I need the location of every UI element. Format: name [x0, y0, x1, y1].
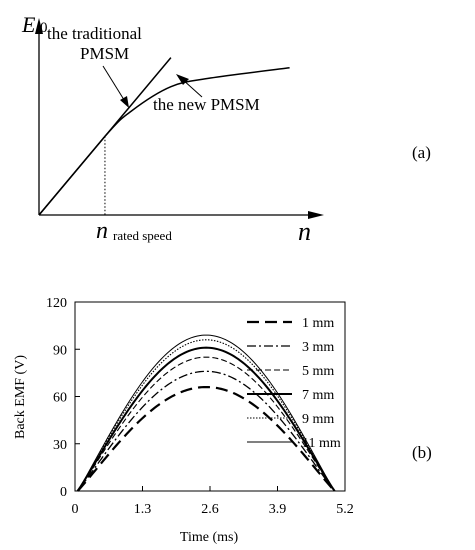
rated-speed-subscript: rated speed: [113, 228, 172, 243]
x-axis-title: Time (ms): [180, 530, 239, 545]
series-line-9mm: [77, 339, 336, 492]
x-tick-label: 1.3: [134, 502, 152, 517]
rated-speed-symbol: n: [96, 218, 108, 244]
traditional-leader-arrowhead: [120, 96, 129, 108]
x-tick-label: 3.9: [269, 502, 287, 517]
x-tick-label: 2.6: [201, 502, 219, 517]
series-line-5mm: [77, 356, 336, 492]
new-pmsm-label: the new PMSM: [153, 95, 260, 114]
traditional-label-line1: the traditional: [47, 24, 142, 43]
y-tick-group: 0 30 60 90 120: [46, 296, 80, 500]
legend-label: 11 mm: [302, 436, 341, 451]
y-axis-subscript: 0: [40, 20, 48, 36]
panel-b-label: (b): [412, 443, 432, 462]
legend-label: 1 mm: [302, 316, 334, 331]
series-line-11mm: [77, 334, 336, 492]
legend-label: 7 mm: [302, 388, 334, 403]
traditional-label-line2: PMSM: [80, 44, 129, 63]
y-tick-label: 120: [46, 296, 67, 311]
panel-a-x-arrowhead: [308, 211, 324, 219]
series-group: [76, 334, 336, 492]
y-tick-label: 0: [60, 485, 67, 500]
panel-a-label: (a): [412, 143, 431, 162]
y-axis-title: Back EMF (V): [13, 355, 28, 439]
x-tick-group: 0 1.3 2.6 3.9 5.2: [72, 486, 354, 517]
legend-label: 9 mm: [302, 412, 334, 427]
series-line-1mm: [76, 385, 336, 492]
y-tick-label: 90: [53, 343, 67, 358]
y-tick-label: 30: [53, 438, 67, 453]
panel-b: 0 30 60 90 120 0 1.3 2.6 3.9 5.2 Time (ms) Back …: [13, 296, 432, 545]
x-tick-label: 0: [72, 502, 79, 517]
series-line-3mm: [77, 370, 336, 492]
panel-a: E 0 n n rated speed the traditional PMSM…: [21, 12, 431, 246]
new-pmsm-leader-arrowhead: [176, 74, 189, 85]
legend-label: 5 mm: [302, 364, 334, 379]
panel-a-y-arrowhead: [35, 18, 43, 34]
series-line-7mm: [76, 346, 336, 492]
traditional-leader-line: [102, 65, 127, 104]
y-axis-symbol: E: [21, 12, 36, 37]
y-tick-label: 60: [53, 391, 67, 406]
legend: 1 mm 3 mm 5 mm 7 mm 9 mm 11 mm: [247, 316, 341, 451]
legend-label: 3 mm: [302, 340, 334, 355]
new-pmsm-curve: [38, 67, 290, 216]
x-tick-label: 5.2: [336, 502, 354, 517]
x-axis-symbol: n: [298, 217, 311, 246]
